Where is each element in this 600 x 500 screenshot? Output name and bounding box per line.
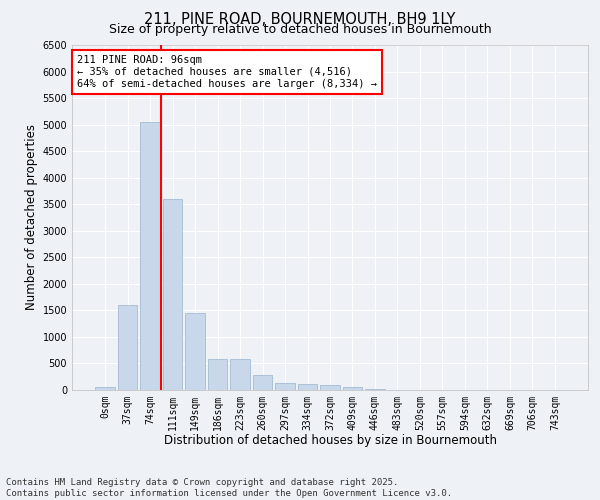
Bar [118, 305, 137, 390]
Bar [230, 359, 250, 390]
Text: 211 PINE ROAD: 96sqm
← 35% of detached houses are smaller (4,516)
64% of semi-de: 211 PINE ROAD: 96sqm ← 35% of detached h… [77, 56, 377, 88]
Text: 211, PINE ROAD, BOURNEMOUTH, BH9 1LY: 211, PINE ROAD, BOURNEMOUTH, BH9 1LY [145, 12, 455, 28]
Bar [163, 199, 182, 390]
Y-axis label: Number of detached properties: Number of detached properties [25, 124, 38, 310]
Bar [343, 388, 362, 390]
X-axis label: Distribution of detached houses by size in Bournemouth: Distribution of detached houses by size … [163, 434, 497, 448]
Bar [253, 375, 272, 390]
Bar [208, 359, 227, 390]
Bar [320, 385, 340, 390]
Text: Contains HM Land Registry data © Crown copyright and database right 2025.
Contai: Contains HM Land Registry data © Crown c… [6, 478, 452, 498]
Bar [365, 389, 385, 390]
Bar [298, 384, 317, 390]
Bar [185, 313, 205, 390]
Bar [275, 382, 295, 390]
Text: Size of property relative to detached houses in Bournemouth: Size of property relative to detached ho… [109, 22, 491, 36]
Bar [140, 122, 160, 390]
Bar [95, 388, 115, 390]
